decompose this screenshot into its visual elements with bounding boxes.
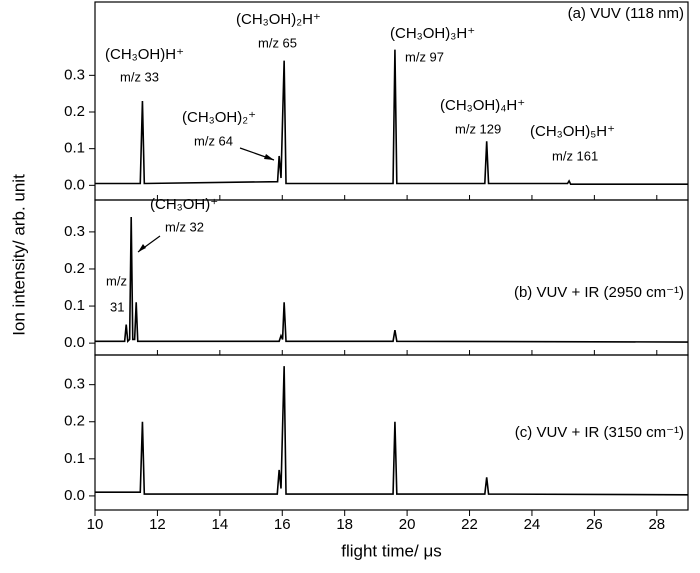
x-tick-label: 10 [87,516,104,533]
peak-annotation: m/z 97 [405,49,444,64]
peak-annotation: m/z 33 [120,69,159,84]
x-tick-label: 20 [399,516,416,533]
y-tick-label: 0.2 [64,413,85,430]
x-tick-label: 18 [336,516,353,533]
y-tick-label: 0.1 [64,140,85,157]
peak-annotation: (CH₃OH)₂H⁺ [236,11,321,28]
peak-annotation: (CH₃OH)⁺ [150,196,218,213]
x-tick-label: 14 [211,516,228,533]
arrow-head [138,244,146,252]
peak-annotation: m/z 65 [258,35,297,50]
x-axis-label: flight time/ μs [341,541,442,560]
y-tick-label: 0.0 [64,334,85,351]
peak-annotation: m/z 161 [552,148,598,163]
x-tick-label: 24 [524,516,541,533]
y-tick-label: 0.2 [64,260,85,277]
spectrum-line [95,366,689,496]
spectrum-line [95,217,689,344]
y-axis-label: Ion intensity/ arb. unit [9,174,28,336]
panel-label: (b) VUV + IR (2950 cm⁻¹) [514,284,684,301]
arrow-head [264,154,274,160]
peak-annotation: (CH₃OH)H⁺ [105,46,184,63]
x-tick-label: 16 [274,516,291,533]
peak-annotation: 31 [110,299,124,314]
y-tick-label: 0.3 [64,376,85,393]
x-tick-label: 12 [149,516,166,533]
peak-annotation: (CH₃OH)₃H⁺ [390,25,475,42]
y-tick-label: 0.0 [64,176,85,193]
spectrum-line [95,49,688,186]
peak-annotation: (CH₃OH)₂⁺ [182,109,256,126]
y-tick-label: 0.3 [64,223,85,240]
plot-frame [94,354,689,511]
y-tick-label: 0.3 [64,66,85,83]
peak-annotation: m/z 64 [194,133,233,148]
peak-annotation: m/z 129 [455,121,501,136]
y-tick-label: 0.2 [64,103,85,120]
panel-label: (c) VUV + IR (3150 cm⁻¹) [515,424,684,441]
panel-label: (a) VUV (118 nm) [568,5,684,22]
x-tick-label: 28 [648,516,665,533]
y-tick-label: 0.0 [64,487,85,504]
peak-annotation: m/z [106,273,127,288]
y-tick-label: 0.1 [64,297,85,314]
peak-annotation: (CH₃OH)₄H⁺ [440,97,525,114]
y-tick-label: 0.1 [64,450,85,467]
peak-annotation: (CH₃OH)₅H⁺ [530,123,615,140]
peak-annotation: m/z 32 [165,219,204,234]
x-tick-label: 22 [461,516,478,533]
x-tick-label: 26 [586,516,603,533]
